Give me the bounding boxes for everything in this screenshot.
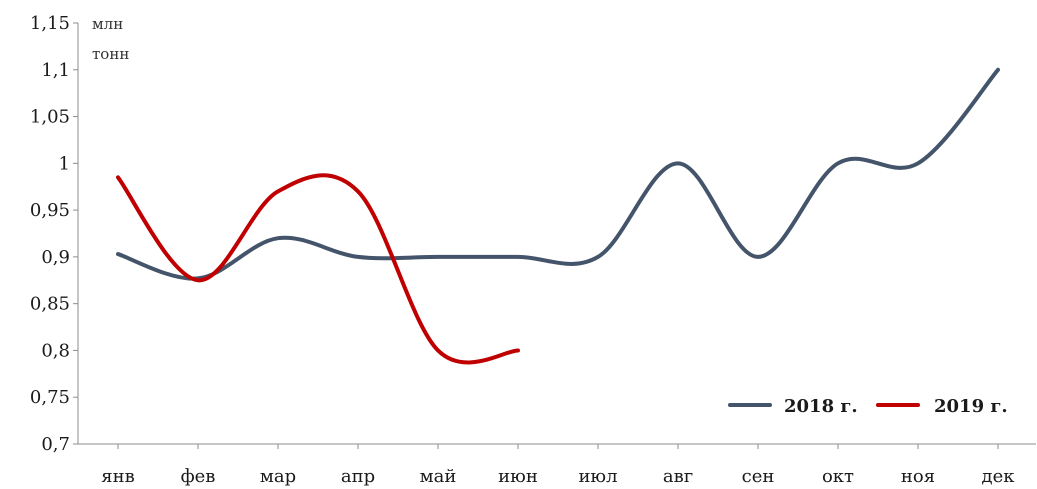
y-tick-label: 1,1	[41, 60, 70, 81]
y-tick-label: 0,7	[41, 434, 70, 455]
y-tick-label: 0,75	[30, 387, 70, 408]
y-unit-label: млн тонн	[92, 15, 129, 63]
x-tick-label-3: мар	[260, 466, 296, 487]
series-lines	[116, 67, 1000, 365]
y-tick-label: 0,8	[41, 340, 70, 361]
legend-label-2019: 2019 г.	[934, 396, 1008, 417]
x-tick-label-9: сен	[742, 466, 775, 487]
legend-label-2018: 2018 г.	[784, 396, 858, 417]
x-tick-label-11: ноя	[901, 466, 935, 487]
y-tick-label: 1,05	[30, 107, 70, 128]
x-tick-label-2: фев	[181, 466, 216, 487]
legend: 2018 г. 2019 г.	[728, 396, 1008, 417]
y-axis-ticks: 1,15 1,1 1,05 1 0,95 0,9 0,85 0,8 0,75 0,7	[30, 13, 78, 455]
y-tick-label: 0,85	[30, 294, 70, 315]
x-tick-label-8: авг	[663, 466, 693, 487]
x-tick-label-6: июн	[498, 466, 538, 487]
x-tick-label-10: окт	[822, 466, 854, 487]
x-tick-label-7: июл	[578, 466, 617, 487]
plot-area: 1,15 1,1 1,05 1 0,95 0,9 0,85 0,8 0,75 0,7 янв фев…	[30, 13, 1036, 487]
unit-label-line-1: млн	[92, 15, 123, 33]
y-tick-label: 0,9	[41, 247, 70, 268]
x-tick-label-12: дек	[982, 466, 1016, 487]
y-tick-label: 1	[59, 153, 70, 174]
unit-label-line-2: тонн	[92, 45, 129, 63]
x-axis-ticks: янв фев мар апр май июн июл авг сен окт ноя дек	[101, 444, 1015, 487]
y-tick-label: 0,95	[30, 200, 70, 221]
series-line-2019	[116, 173, 520, 365]
x-tick-label-4: апр	[341, 466, 375, 487]
y-tick-label: 1,15	[30, 13, 70, 34]
x-tick-label-1: янв	[101, 466, 135, 487]
x-tick-label-5: май	[420, 466, 457, 487]
series-line-2018	[116, 67, 1000, 281]
